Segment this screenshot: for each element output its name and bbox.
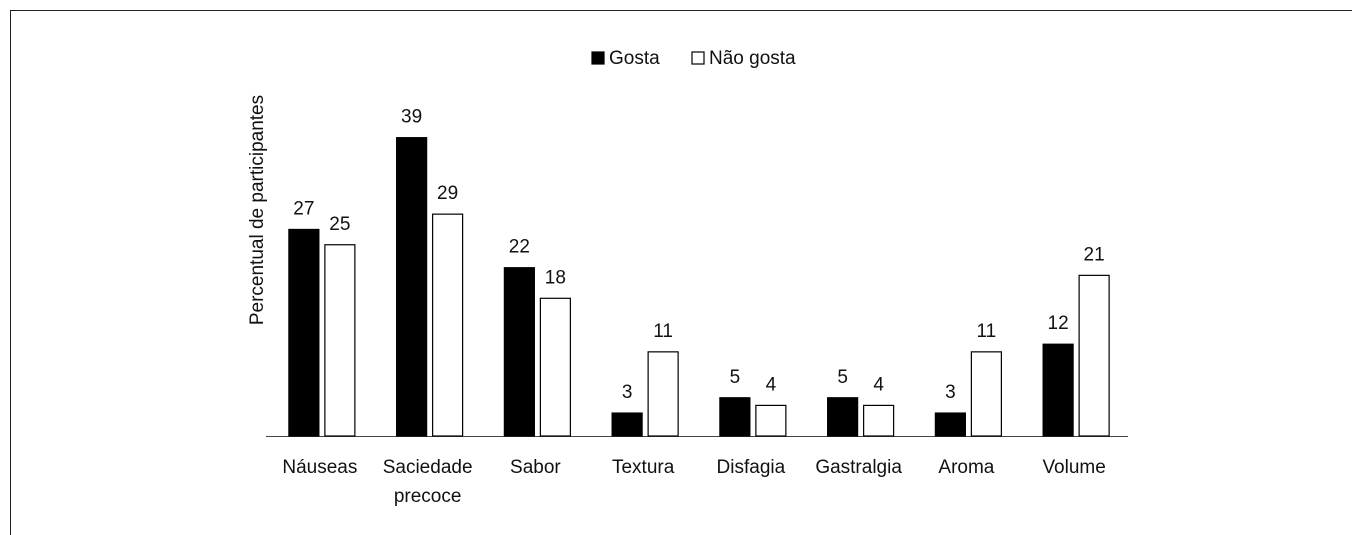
data-label: 22 [509,237,530,258]
bar [396,137,428,437]
x-tick-label: Gastralgia [815,457,902,478]
x-tick-label: Textura [612,457,675,478]
bar [503,267,535,437]
bar [863,404,895,437]
data-label: 5 [837,367,848,388]
data-label: 4 [766,374,777,395]
x-tick-label: Aroma [938,457,994,478]
data-label: 12 [1048,313,1069,334]
data-label: 3 [622,382,633,403]
data-label: 18 [545,267,566,288]
legend-swatch [691,51,705,65]
x-tick-label: Náuseas [282,457,357,478]
bar [719,397,751,437]
bar [970,351,1002,437]
frame [10,10,1352,535]
x-tick-label: Sabor [510,457,561,478]
bar [611,412,643,437]
data-label: 5 [730,367,741,388]
bar [647,351,679,437]
data-label: 11 [653,321,673,342]
bar [934,412,966,437]
x-tick-label: Saciedade precoce [383,457,473,507]
bar [432,213,464,437]
legend-label: Gosta [609,48,660,69]
data-label: 29 [437,183,458,204]
x-tick-label: Disfagia [717,457,786,478]
bar [324,244,356,437]
y-axis-label: Percentual de participantes [247,95,268,325]
bar [1078,274,1110,437]
data-label: 21 [1084,244,1105,265]
data-label: 25 [329,214,350,235]
data-label: 3 [945,382,956,403]
data-label: 27 [293,198,314,219]
bar [288,228,320,437]
bar [539,297,571,437]
bar [755,404,787,437]
bar [827,397,859,437]
bar [1042,343,1074,437]
legend-label: Não gosta [709,48,796,69]
data-label: 4 [873,374,884,395]
data-label: 39 [401,107,422,128]
x-tick-label: Volume [1042,457,1105,478]
data-label: 11 [977,321,997,342]
legend-swatch [591,51,605,65]
